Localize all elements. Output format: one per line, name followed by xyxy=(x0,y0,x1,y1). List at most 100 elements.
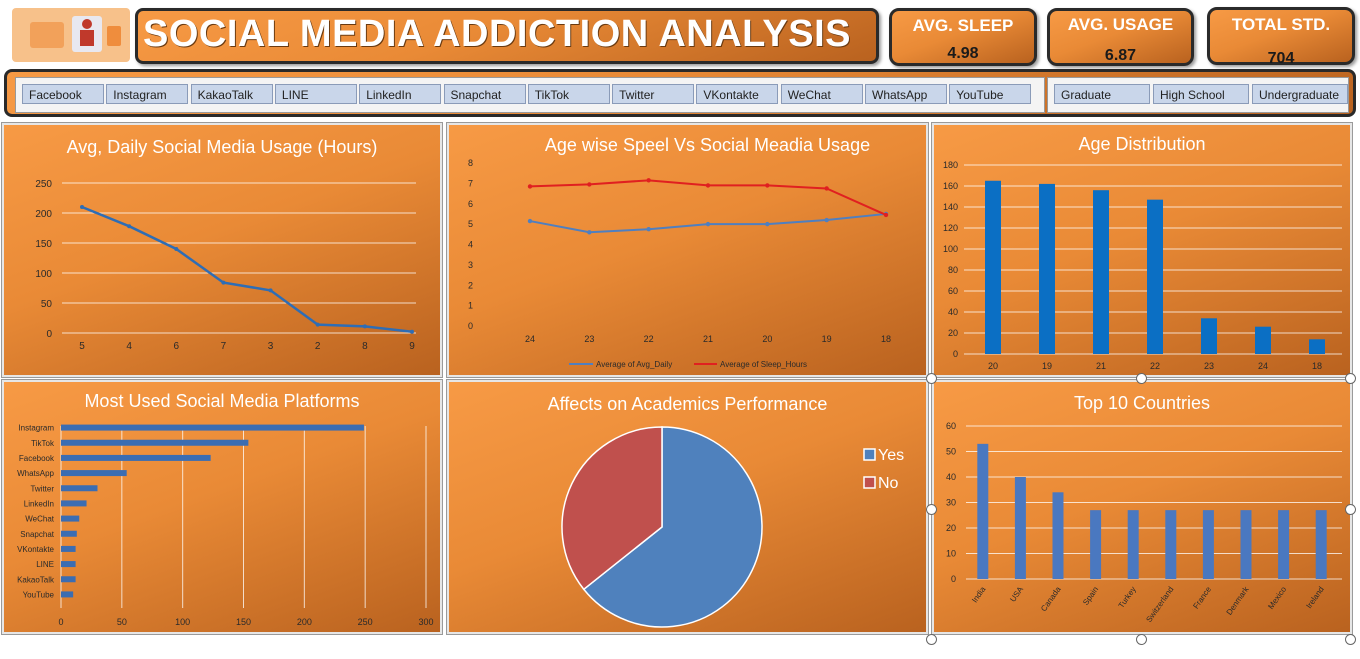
platform-filter-whatsapp[interactable]: WhatsApp xyxy=(865,84,947,104)
legend-label-avg-daily: Average of Avg_Daily xyxy=(596,360,672,369)
y-tick-label: Facebook xyxy=(19,454,55,463)
y-tick-label: 250 xyxy=(35,179,52,190)
y-tick-label: 40 xyxy=(946,472,956,482)
resize-handle-bottom-left[interactable] xyxy=(926,634,937,645)
data-point xyxy=(646,178,651,183)
platforms-panel[interactable]: Most Used Social Media Platforms 0 50 100 1… xyxy=(1,379,443,635)
age-sleep-usage-panel[interactable]: Age wise Speel Vs Social Meadia Usage 0 1… xyxy=(446,122,929,378)
data-point xyxy=(80,205,84,209)
level-filter-high-school[interactable]: High School xyxy=(1153,84,1249,104)
platform-filter-tiktok[interactable]: TikTok xyxy=(527,84,610,104)
daily-usage-panel[interactable]: Avg, Daily Social Media Usage (Hours) 0 5… xyxy=(1,122,443,378)
x-tick-label: 150 xyxy=(236,617,251,627)
y-tick-label: 50 xyxy=(41,299,53,310)
kpi-avg-sleep-label: AVG. SLEEP xyxy=(912,16,1014,35)
kpi-avg-sleep-card: AVG. SLEEP 4.98 xyxy=(889,8,1037,66)
platforms-bar-chart: 0 50 100 150 200 250 300 Instagram TikTok Faceboo… xyxy=(17,424,433,627)
platform-bar xyxy=(61,439,249,446)
y-tick-label: 100 xyxy=(943,244,958,254)
x-tick-label: 23 xyxy=(584,334,594,344)
y-tick-label: 180 xyxy=(943,160,958,170)
platform-bar xyxy=(61,530,77,537)
resize-handle-top-left[interactable] xyxy=(926,373,937,384)
data-point xyxy=(315,322,320,327)
academics-panel[interactable]: Affects on Academics Performance Yes No xyxy=(446,379,929,635)
platform-bar xyxy=(61,515,80,522)
x-tick-label: Mexico xyxy=(1266,585,1288,611)
x-tick-label: 21 xyxy=(703,334,713,344)
country-bar xyxy=(1278,510,1290,579)
platform-filter-linkedin[interactable]: LinkedIn xyxy=(359,84,442,104)
platform-bar xyxy=(61,561,76,568)
country-bar xyxy=(1014,477,1026,579)
y-tick-label: 20 xyxy=(946,523,956,533)
y-tick-label: 3 xyxy=(468,260,473,270)
y-tick-label: 140 xyxy=(943,202,958,212)
platform-bar xyxy=(61,500,87,507)
platform-filter-facebook[interactable]: Facebook xyxy=(22,84,104,104)
age-bar xyxy=(1309,339,1325,354)
data-point xyxy=(527,184,533,189)
countries-bar-chart: 0 10 20 30 40 50 60 India USA Canada Spain Turkey Sw… xyxy=(946,421,1342,624)
resize-handle-middle-left[interactable] xyxy=(926,504,937,515)
age-distribution-title: Age Distribution xyxy=(1078,134,1206,154)
resize-handle-top-right[interactable] xyxy=(1345,373,1356,384)
platform-filter-wechat[interactable]: WeChat xyxy=(780,84,863,104)
y-tick-label: Instagram xyxy=(18,424,54,433)
legend-label-no: No xyxy=(878,475,899,492)
y-tick-label: 0 xyxy=(951,574,956,584)
x-tick-label: 300 xyxy=(418,617,433,627)
countries-panel[interactable]: Top 10 Countries 0 10 20 30 40 50 60 India USA Ca… xyxy=(931,379,1353,635)
x-tick-label: 19 xyxy=(822,334,832,344)
x-tick-label: 8 xyxy=(362,341,368,352)
dashboard-logo xyxy=(12,8,130,62)
country-bar xyxy=(1052,492,1064,579)
platform-bar xyxy=(61,591,74,598)
data-point xyxy=(268,288,273,293)
y-tick-label: 100 xyxy=(35,269,52,280)
level-filter-undergraduate[interactable]: Undergraduate xyxy=(1252,84,1348,104)
education-level-slicer: Graduate High School Undergraduate xyxy=(1047,77,1349,113)
y-tick-label: 30 xyxy=(946,498,956,508)
x-tick-label: Turkey xyxy=(1117,585,1138,610)
data-point xyxy=(410,329,414,334)
platform-filter-kakaotalk[interactable]: KakaoTalk xyxy=(190,84,273,104)
platform-filter-vkontakte[interactable]: VKontakte xyxy=(696,84,779,104)
data-point xyxy=(705,183,711,188)
age-bar xyxy=(1147,199,1163,354)
resize-handle-bottom-middle[interactable] xyxy=(1136,634,1147,645)
age-distribution-panel[interactable]: Age Distribution 0 20 40 60 80 100 120 140 160 18… xyxy=(931,122,1353,378)
age-bar xyxy=(985,180,1001,354)
x-tick-label: 5 xyxy=(79,341,85,352)
x-tick-label: 50 xyxy=(117,617,127,627)
y-tick-label: 6 xyxy=(468,199,473,209)
resize-handle-top-middle[interactable] xyxy=(1136,373,1147,384)
legend-swatch-no xyxy=(863,476,876,489)
platform-filter-line[interactable]: LINE xyxy=(274,84,357,104)
y-tick-label: 2 xyxy=(468,280,473,290)
resize-handle-middle-right[interactable] xyxy=(1345,504,1356,515)
level-filter-graduate[interactable]: Graduate xyxy=(1054,84,1150,104)
platform-filter-instagram[interactable]: Instagram xyxy=(106,84,189,104)
x-tick-label: 22 xyxy=(1150,361,1160,371)
country-bar xyxy=(1090,510,1102,579)
academics-pie-chart: Yes No xyxy=(561,426,904,628)
age-bar xyxy=(1201,318,1217,354)
y-tick-label: 150 xyxy=(35,239,52,250)
y-tick-label: KakaoTalk xyxy=(17,575,55,584)
y-tick-label: 0 xyxy=(468,321,473,331)
resize-handle-bottom-right[interactable] xyxy=(1345,634,1356,645)
platform-filter-twitter[interactable]: Twitter xyxy=(612,84,695,104)
age-bar xyxy=(1255,326,1271,354)
x-tick-label: 9 xyxy=(409,341,415,352)
country-bar xyxy=(1315,510,1327,579)
y-tick-label: 10 xyxy=(946,549,956,559)
platform-bar xyxy=(61,424,364,431)
platform-filter-youtube[interactable]: YouTube xyxy=(949,84,1032,104)
y-tick-label: 4 xyxy=(468,240,473,250)
platform-bar xyxy=(61,485,98,492)
platform-filter-snapchat[interactable]: Snapchat xyxy=(443,84,526,104)
kpi-avg-usage-card: AVG. USAGE 6.87 xyxy=(1047,8,1194,66)
platform-bar xyxy=(61,470,127,477)
data-point xyxy=(765,221,770,227)
